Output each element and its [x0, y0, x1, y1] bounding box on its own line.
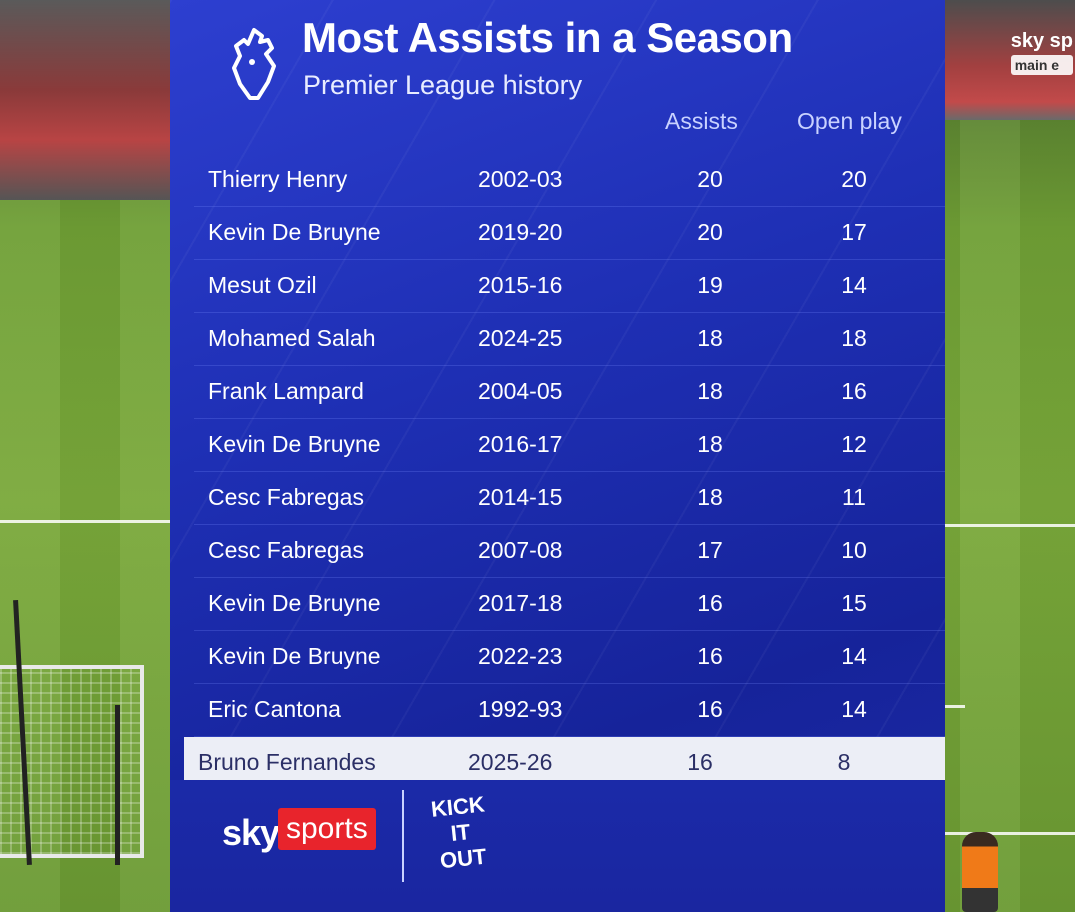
open-play-value: 20 [841, 166, 867, 192]
season: 2025-26 [468, 749, 553, 775]
steward-figure [962, 832, 998, 912]
pitch-line [0, 520, 175, 523]
broadcast-tag: main e [1010, 55, 1073, 75]
table-row: Frank Lampard 2004-05 18 16 [194, 366, 945, 419]
player-name: Thierry Henry [208, 166, 348, 192]
board-title: Most Assists in a Season [302, 14, 793, 61]
open-play-value: 12 [841, 431, 867, 457]
board-footer: sky sports KICK IT OUT [170, 780, 945, 912]
season: 2019-20 [478, 219, 563, 245]
player-name: Frank Lampard [208, 378, 364, 404]
table-row: Kevin De Bruyne 2019-20 20 17 [194, 207, 945, 260]
open-play-value: 14 [841, 272, 867, 298]
open-play-value: 10 [841, 537, 867, 563]
stats-board: Most Assists in a Season Premier League … [170, 0, 945, 912]
pitch-line [945, 524, 1075, 527]
player-name: Cesc Fabregas [208, 537, 364, 563]
table-row: Mesut Ozil 2015-16 19 14 [194, 260, 945, 313]
table-row: Thierry Henry 2002-03 20 20 [194, 154, 945, 207]
assists-value: 17 [697, 537, 723, 563]
open-play-value: 8 [837, 749, 851, 775]
assists-value: 16 [697, 643, 723, 669]
assists-table: Thierry Henry 2002-03 20 20 Kevin De Bruyne 2… [184, 154, 945, 789]
column-header-open-play: Open play [797, 108, 902, 134]
stadium-stand-left [0, 0, 175, 200]
player-name: Cesc Fabregas [208, 484, 364, 510]
kick-it-out-logo: KICK IT OUT [422, 791, 501, 884]
season: 2015-16 [478, 272, 563, 298]
player-name: Kevin De Bruyne [208, 431, 381, 457]
assists-value: 18 [697, 325, 723, 351]
player-name: Bruno Fernandes [198, 749, 376, 775]
player-name: Kevin De Bruyne [208, 643, 381, 669]
season: 2022-23 [478, 643, 563, 669]
season: 2014-15 [478, 484, 563, 510]
board-subtitle: Premier League history [303, 70, 583, 100]
assists-value: 20 [697, 166, 723, 192]
player-name: Kevin De Bruyne [208, 590, 381, 616]
sports-badge: sports [278, 808, 376, 850]
column-header-assists: Assists [665, 108, 738, 134]
assists-value: 16 [687, 749, 713, 775]
lion-crest-icon [228, 26, 280, 106]
assists-value: 18 [697, 431, 723, 457]
table-row: Eric Cantona 1992-93 16 14 [194, 684, 945, 737]
broadcast-brand: sky sp [1010, 30, 1073, 52]
season: 1992-93 [478, 696, 563, 722]
assists-value: 16 [697, 696, 723, 722]
footer-divider [402, 790, 404, 882]
table-row: Kevin De Bruyne 2016-17 18 12 [194, 419, 945, 472]
assists-value: 20 [697, 219, 723, 245]
open-play-value: 16 [841, 378, 867, 404]
open-play-value: 14 [841, 696, 867, 722]
season: 2004-05 [478, 378, 563, 404]
season: 2007-08 [478, 537, 563, 563]
player-name: Mesut Ozil [208, 272, 317, 298]
sky-logo: sky [222, 812, 280, 853]
table-row: Mohamed Salah 2024-25 18 18 [194, 313, 945, 366]
assists-value: 18 [697, 484, 723, 510]
player-name: Eric Cantona [208, 696, 341, 722]
open-play-value: 11 [842, 484, 866, 510]
season: 2016-17 [478, 431, 563, 457]
broadcast-corner-logo: sky sp main e [1010, 30, 1073, 75]
assists-value: 18 [697, 378, 723, 404]
season: 2024-25 [478, 325, 563, 351]
goal-post [115, 705, 120, 865]
season: 2017-18 [478, 590, 563, 616]
season: 2002-03 [478, 166, 563, 192]
open-play-value: 15 [841, 590, 867, 616]
open-play-value: 18 [841, 325, 867, 351]
table-row: Cesc Fabregas 2007-08 17 10 [194, 525, 945, 578]
player-name: Kevin De Bruyne [208, 219, 381, 245]
pitch-line [945, 832, 1075, 835]
table-row: Cesc Fabregas 2014-15 18 11 [194, 472, 945, 525]
pitch-line [945, 705, 965, 708]
table-row: Kevin De Bruyne 2022-23 16 14 [194, 631, 945, 684]
open-play-value: 14 [841, 643, 867, 669]
assists-value: 19 [697, 272, 723, 298]
open-play-value: 17 [841, 219, 867, 245]
player-name: Mohamed Salah [208, 325, 376, 351]
table-row: Kevin De Bruyne 2017-18 16 15 [194, 578, 945, 631]
assists-value: 16 [697, 590, 723, 616]
